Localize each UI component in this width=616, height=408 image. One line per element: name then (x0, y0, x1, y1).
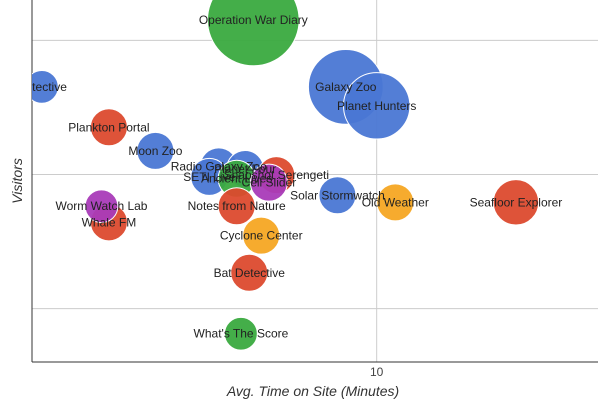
bubble-label: Seafloor Explorer (470, 195, 563, 209)
bubble[interactable] (242, 216, 281, 255)
bubble-label: Snapshot Serengeti (224, 168, 329, 182)
bubble[interactable] (249, 163, 288, 202)
bubble[interactable] (217, 187, 256, 226)
bubble[interactable] (89, 108, 128, 147)
bubble[interactable] (376, 183, 415, 222)
bubble[interactable] (342, 72, 411, 140)
bubble[interactable] (207, 0, 300, 67)
bubble[interactable] (230, 253, 269, 292)
x-tick-label: 10 (370, 365, 384, 379)
x-ticks: 10 (370, 365, 384, 379)
bubble-label: Ancient Lives (201, 172, 272, 186)
bubble[interactable] (492, 179, 540, 226)
x-axis-title: Avg. Time on Site (Minutes) (226, 383, 399, 399)
bubble-label: Detective (17, 80, 67, 94)
bubble-label: Cell Slider (242, 176, 297, 190)
bubble[interactable] (25, 69, 59, 104)
bubble-label: Old Weather (362, 195, 429, 209)
bubble-label: Radio Galaxy Zoo (171, 159, 267, 173)
bubble-labels: Operation War Diary Detective Galaxy Zoo Pl… (17, 13, 563, 341)
bubbles (25, 0, 540, 351)
bubble-label: Whale FM (82, 215, 137, 229)
bubble-label: Planet Hunters (337, 99, 416, 113)
bubble[interactable] (318, 176, 357, 215)
bubble-label: Galaxy Zoo (315, 80, 377, 94)
bubble-label: Cyclone Center (220, 229, 303, 243)
bubble[interactable] (84, 189, 119, 224)
bubble-label: Plankton Portal (68, 120, 149, 134)
bubble-label: Moon Zoo (128, 144, 182, 158)
bubble-label: Worm Watch Lab (55, 199, 147, 213)
grid (31, 0, 598, 363)
bubble[interactable] (224, 316, 258, 351)
y-axis-title: Visitors (9, 158, 25, 204)
bubble-label: Notes from Nature (188, 199, 286, 213)
bubble-label: What's The Score (194, 327, 289, 341)
bubble-label: Bat Detective (214, 266, 286, 280)
bubble[interactable] (136, 131, 175, 170)
bubble-label: SETI Live (183, 170, 235, 184)
bubble-label: Solar Stormwatch (290, 188, 385, 202)
bubble-label: Operation War Diary (199, 13, 308, 27)
bubble-label: Planet Four (214, 162, 276, 176)
